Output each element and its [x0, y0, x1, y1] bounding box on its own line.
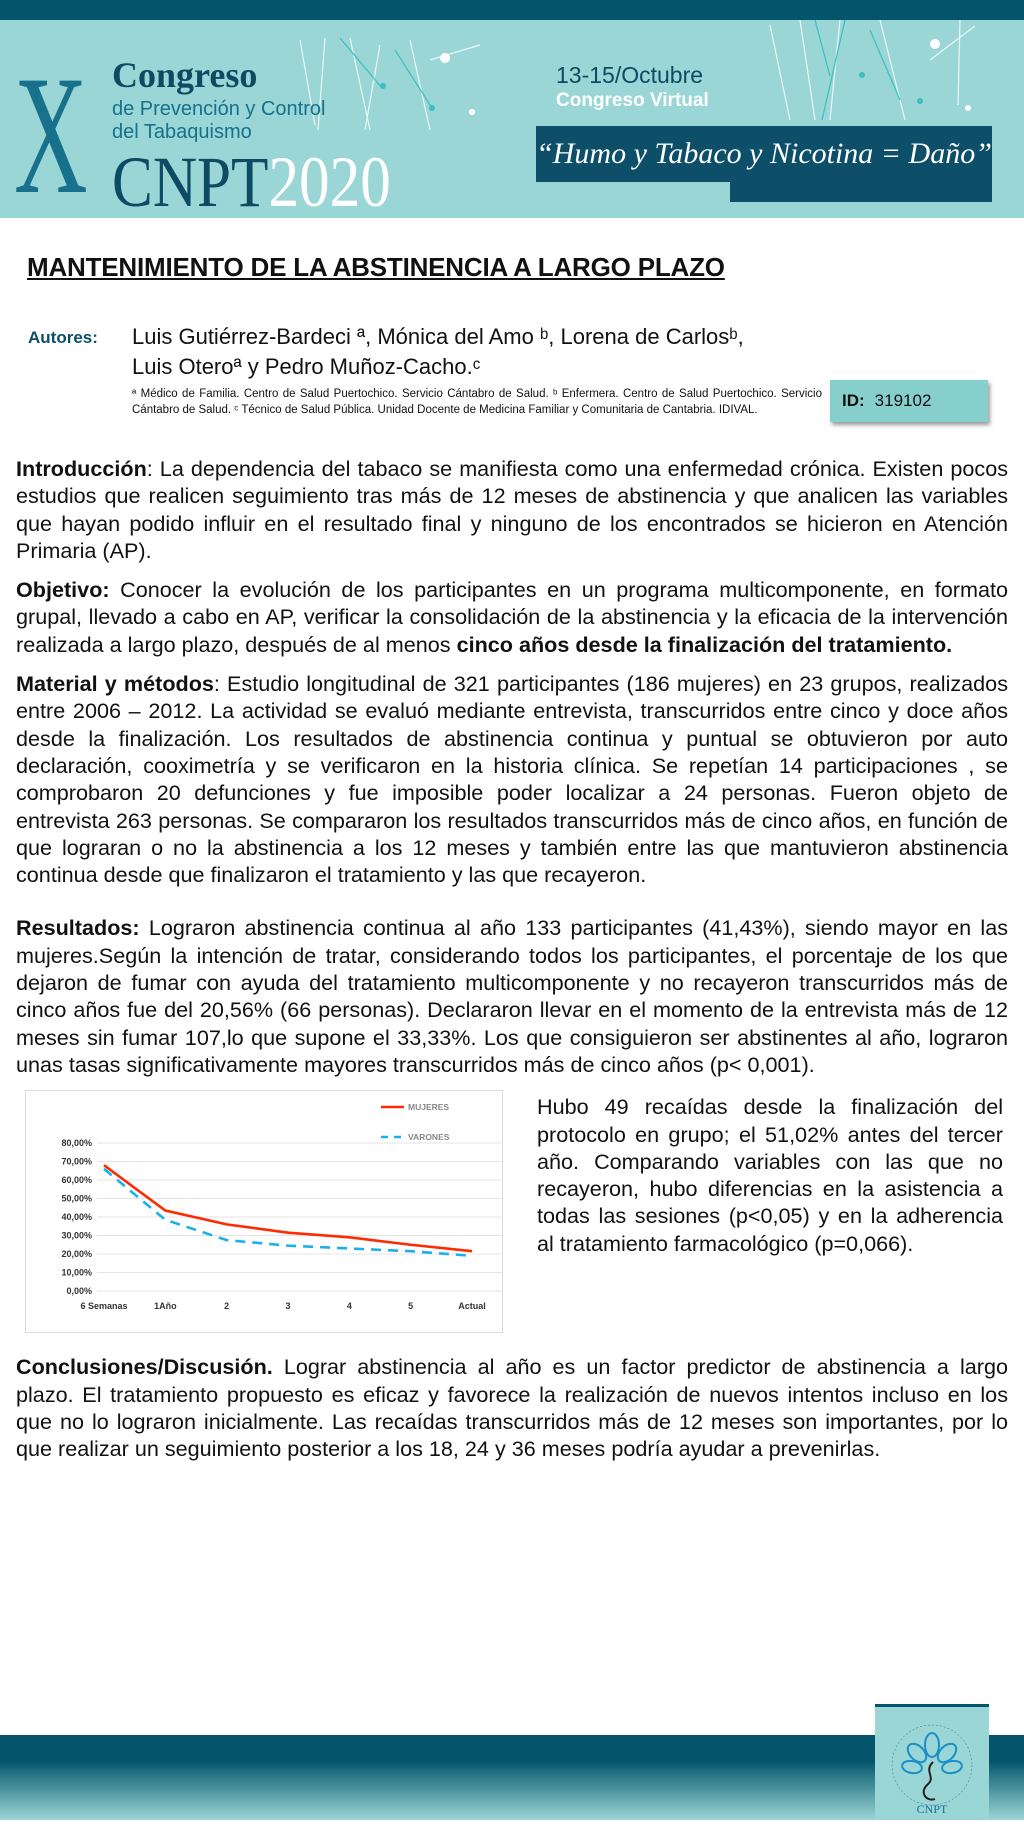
- y-tick-label: 30,00%: [61, 1231, 92, 1241]
- x-tick-label: 6 Semanas: [80, 1301, 127, 1311]
- relapses-text: Hubo 49 recaídas desde la finalización d…: [537, 1093, 1003, 1257]
- congress-word: Congreso: [112, 54, 257, 96]
- y-tick-label: 70,00%: [61, 1157, 92, 1167]
- series-line-mujeres: [104, 1165, 472, 1251]
- y-tick-label: 80,00%: [61, 1138, 92, 1148]
- footer-band: [0, 1735, 1024, 1820]
- id-badge: ID:319102: [830, 380, 988, 422]
- y-tick-label: 50,00%: [61, 1194, 92, 1204]
- slogan-box-tail: [730, 170, 992, 202]
- results: Resultados: Lograron abstinencia continu…: [16, 914, 1008, 1078]
- legend-label: MUJERES: [408, 1102, 449, 1112]
- congress-logo-text: CNPT2020: [112, 146, 391, 218]
- authors-label: Autores:: [28, 328, 98, 348]
- poster-title: MANTENIMIENTO DE LA ABSTINENCIA A LARGO …: [27, 252, 725, 282]
- tree-logo-icon: CNPT: [875, 1707, 989, 1820]
- conclusions: Conclusiones/Discusión. Lograr abstinenc…: [16, 1353, 1008, 1462]
- chart-row: 0,00% 10,00% 20,00% 30,00% 40,00% 50,00% 60,00…: [16, 1090, 1008, 1333]
- top-bar: [0, 0, 1024, 20]
- y-tick-label: 60,00%: [61, 1175, 92, 1185]
- svg-text:CNPT: CNPT: [917, 1802, 948, 1816]
- affiliations: ª Médico de Familia. Centro de Salud Pue…: [132, 386, 822, 418]
- x-tick-label: 4: [347, 1301, 352, 1311]
- y-tick-label: 10,00%: [61, 1268, 92, 1278]
- chart-canvas: 0,00% 10,00% 20,00% 30,00% 40,00% 50,00% 60,00…: [26, 1091, 504, 1334]
- y-tick-label: 20,00%: [61, 1249, 92, 1259]
- authors: Luis Gutiérrez-Bardeci ª, Mónica del Amo…: [132, 322, 772, 382]
- congress-dates: 13-15/Octubre: [556, 62, 703, 88]
- congress-mode: Congreso Virtual: [556, 90, 709, 112]
- methods: Material y métodos: Estudio longitudinal…: [16, 670, 1008, 888]
- y-tick-label: 0,00%: [66, 1286, 92, 1296]
- y-tick-label: 40,00%: [61, 1212, 92, 1222]
- series-line-varones: [104, 1169, 472, 1256]
- x-tick-label: 1Año: [154, 1301, 177, 1311]
- x-tick-label: 2: [224, 1301, 229, 1311]
- introduction: Introducción: La dependencia del tabaco …: [16, 455, 1008, 564]
- legend-label: VARONES: [408, 1132, 450, 1142]
- slogan: “Humo y Tabaco y Nicotina = Daño”: [536, 136, 992, 172]
- abstinence-line-chart: 0,00% 10,00% 20,00% 30,00% 40,00% 50,00% 60,00…: [25, 1090, 503, 1333]
- x-tick-label: 3: [285, 1301, 290, 1311]
- x-tick-label: Actual: [458, 1301, 486, 1311]
- cnpt-logo: CNPT: [875, 1704, 989, 1820]
- x-tick-label: 5: [408, 1301, 413, 1311]
- poster-body: Introducción: La dependencia del tabaco …: [16, 455, 1008, 1474]
- objective: Objetivo: Conocer la evolución de los pa…: [16, 576, 1008, 658]
- congress-numeral: X: [14, 50, 88, 218]
